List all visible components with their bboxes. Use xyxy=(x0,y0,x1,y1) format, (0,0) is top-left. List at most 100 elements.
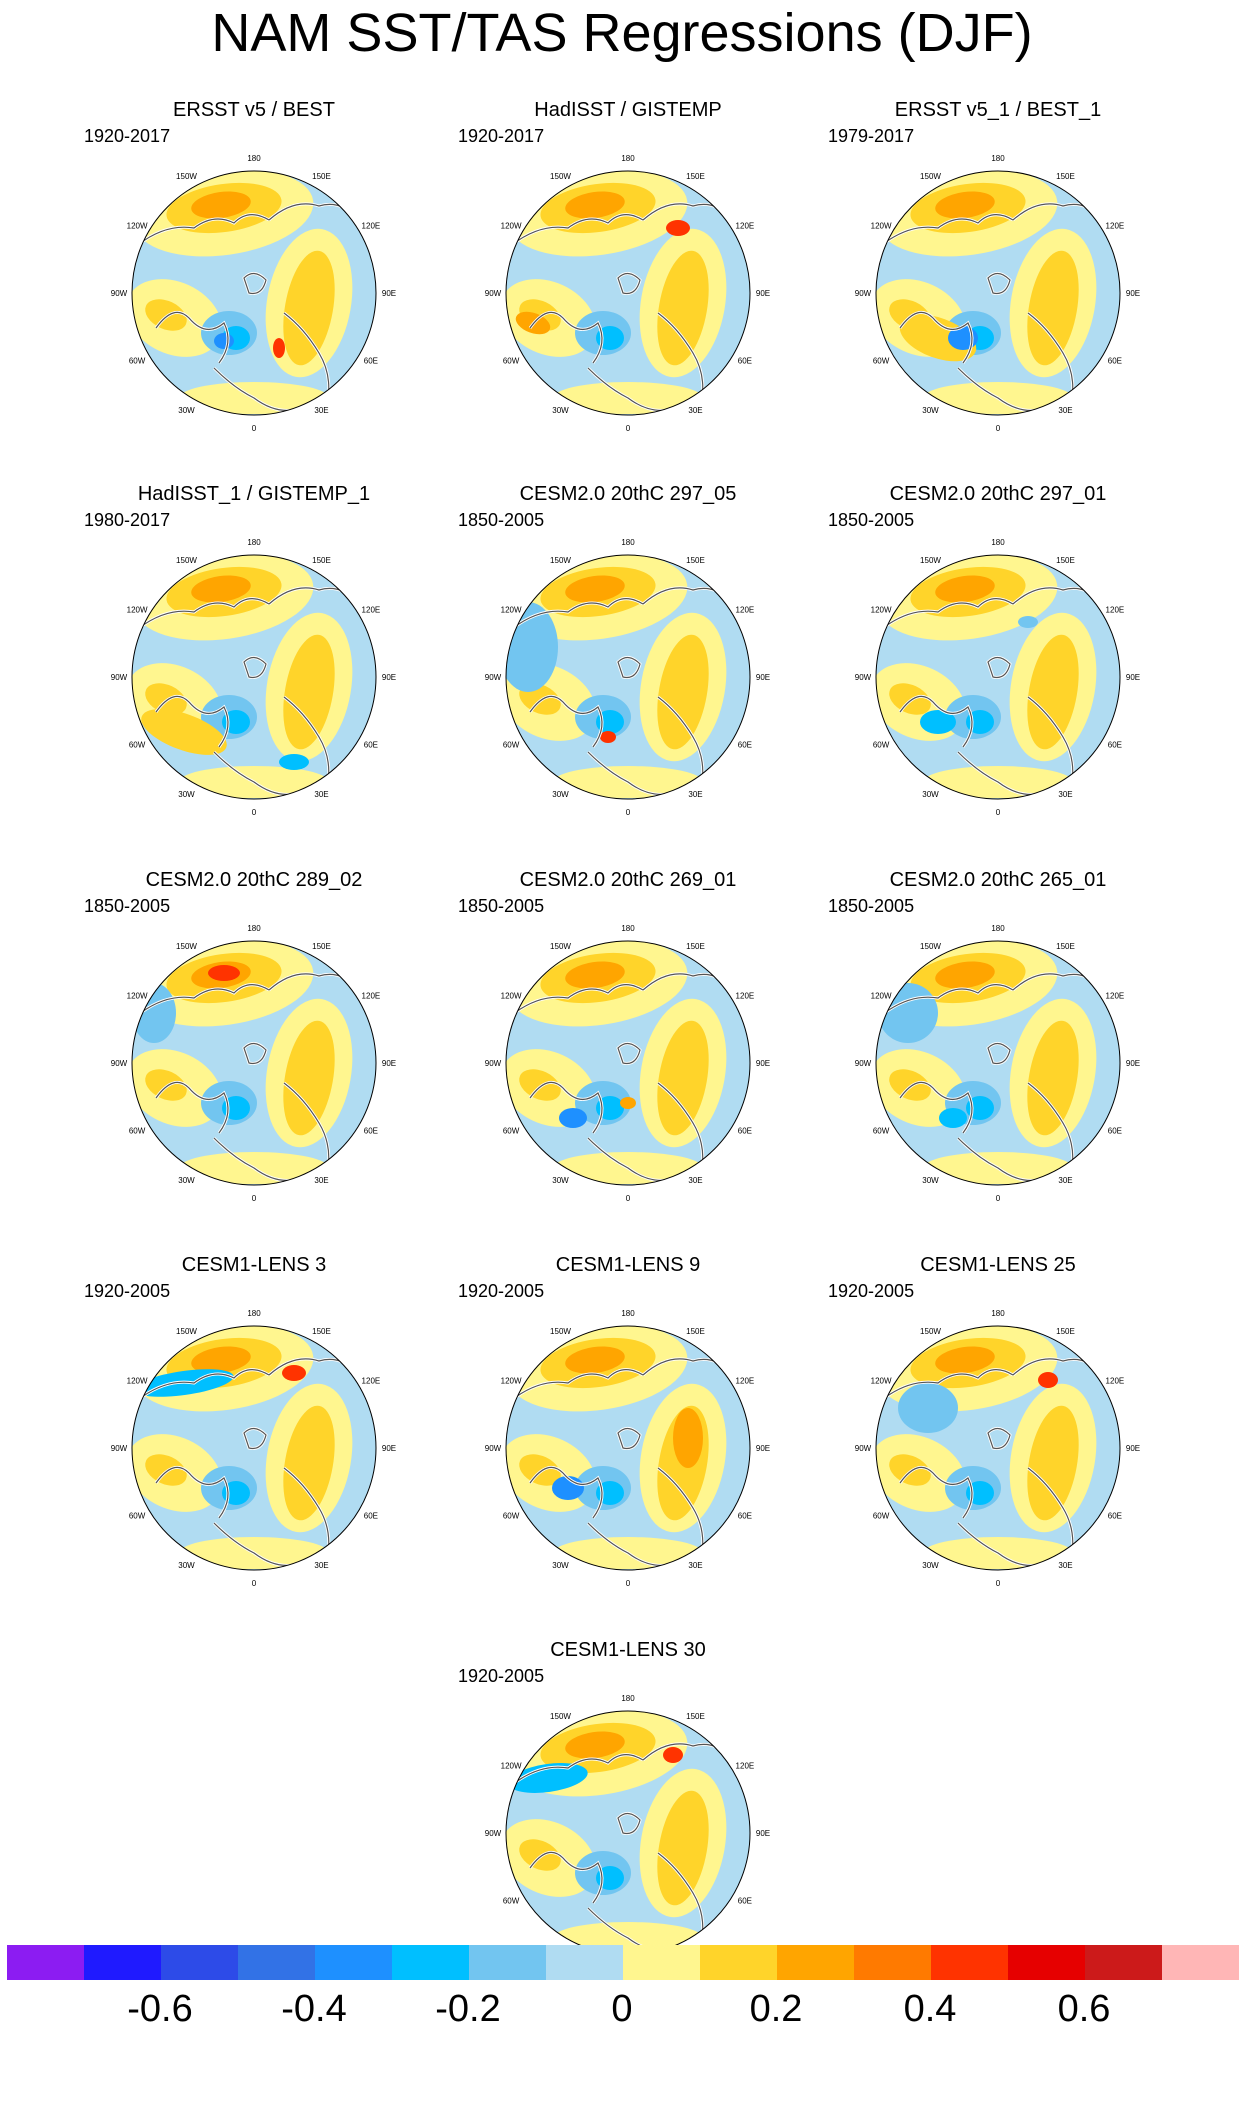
map-panel: ERSST v5_1 / BEST_1 1979-2017 180 150E 120… xyxy=(828,98,1168,458)
panel-title: CESM1-LENS 9 xyxy=(555,1254,701,1276)
longitude-label: 150W xyxy=(920,172,941,181)
anomaly-contour xyxy=(191,575,251,603)
anomaly-contour xyxy=(145,1454,187,1486)
longitude-label: 150W xyxy=(176,172,197,181)
longitude-label: 150E xyxy=(686,556,705,565)
coastline xyxy=(133,984,270,1019)
longitude-label: 60W xyxy=(129,741,146,750)
longitude-label: 120W xyxy=(127,222,148,231)
colorbar xyxy=(7,1945,1240,1981)
anomaly-contour xyxy=(1027,634,1079,750)
map-boundary xyxy=(505,554,751,800)
longitude-label: 150E xyxy=(312,1327,331,1336)
longitude-label: 150W xyxy=(550,556,571,565)
colorbar-swatch xyxy=(84,1945,162,1980)
anomaly-contour xyxy=(273,338,285,358)
coastline xyxy=(529,1851,603,1904)
colorbar-swatch xyxy=(854,1945,932,1980)
map-panel: CESM2.0 20thC 297_05 1850-2005 180 150E 12… xyxy=(458,482,798,842)
coastline xyxy=(987,1427,1011,1450)
anomaly-contour xyxy=(565,575,625,603)
longitude-label: 60W xyxy=(873,357,890,366)
longitude-label: 150W xyxy=(550,1712,571,1721)
figure-title: NAM SST/TAS Regressions (DJF) xyxy=(211,3,1033,63)
map-boundary xyxy=(875,170,1121,416)
longitude-label: 120E xyxy=(736,606,755,615)
coastline xyxy=(507,1369,644,1404)
longitude-label: 60W xyxy=(873,1512,890,1521)
longitude-label: 60E xyxy=(364,1512,378,1521)
colorbar-swatch xyxy=(1085,1945,1163,1980)
polar-map: 180 150E 120E 90E 60E 30E 0 30W 60W 90W 120W 150W xyxy=(855,538,1140,817)
anomaly-contour xyxy=(141,709,227,755)
anomaly-contour xyxy=(191,1346,251,1374)
coastline xyxy=(213,1137,295,1182)
longitude-label: 180 xyxy=(247,924,261,933)
anomaly-contour xyxy=(935,961,995,989)
coastline xyxy=(243,1042,267,1065)
longitude-label: 30W xyxy=(178,406,195,415)
map-boundary xyxy=(131,170,377,416)
anomaly-contour xyxy=(565,1346,625,1374)
colorbar-tick-label: 0.2 xyxy=(749,1988,803,2030)
polar-map: 180 150E 120E 90E 60E 30E 0 30W 60W 90W 120W 150W xyxy=(855,924,1140,1203)
longitude-label: 60W xyxy=(129,1127,146,1136)
panel-period: 1850-2005 xyxy=(84,896,171,916)
colorbar-swatch xyxy=(546,1945,624,1980)
colorbar-swatch xyxy=(161,1945,239,1980)
panel-period: 1850-2005 xyxy=(828,896,915,916)
longitude-label: 0 xyxy=(996,424,1001,433)
anomaly-contour xyxy=(283,634,335,750)
anomaly-contour xyxy=(889,683,931,715)
longitude-label: 30W xyxy=(922,1561,939,1570)
longitude-label: 60E xyxy=(1108,357,1122,366)
coastline xyxy=(877,1369,1014,1404)
colorbar-tick-label: -0.2 xyxy=(435,1988,501,2030)
longitude-label: 90W xyxy=(111,1444,128,1453)
longitude-label: 150W xyxy=(550,172,571,181)
panel-period: 1850-2005 xyxy=(458,896,545,916)
anomaly-field xyxy=(506,941,750,1185)
longitude-label: 120W xyxy=(501,222,522,231)
longitude-label: 150W xyxy=(920,1327,941,1336)
longitude-label: 30W xyxy=(922,406,939,415)
panel-title: ERSST v5 / BEST xyxy=(173,99,335,121)
anomaly-contour xyxy=(920,710,956,734)
anomaly-field xyxy=(876,1326,1120,1570)
map-panel: ERSST v5 / BEST 1920-2017 180 150E 120E 90E… xyxy=(84,98,424,458)
longitude-label: 120E xyxy=(1106,992,1125,1001)
longitude-label: 150W xyxy=(920,556,941,565)
longitude-label: 30E xyxy=(1058,1176,1072,1185)
longitude-label: 150E xyxy=(686,1712,705,1721)
coastline xyxy=(617,1427,641,1450)
anomaly-field xyxy=(132,555,376,799)
longitude-label: 120W xyxy=(871,992,892,1001)
anomaly-contour xyxy=(519,1069,561,1101)
polar-map: 180 150E 120E 90E 60E 30E 0 30W 60W 90W 120W 150W xyxy=(111,924,396,1203)
map-panel: CESM2.0 20thC 269_01 1850-2005 180 150E 12… xyxy=(458,868,798,1228)
longitude-label: 0 xyxy=(626,424,631,433)
longitude-label: 90W xyxy=(485,1829,502,1838)
coastline xyxy=(507,1754,644,1789)
anomaly-contour xyxy=(1027,250,1079,366)
longitude-label: 180 xyxy=(991,924,1005,933)
longitude-label: 30E xyxy=(1058,406,1072,415)
longitude-label: 60E xyxy=(738,1897,752,1906)
longitude-label: 120E xyxy=(736,1377,755,1386)
map-panel: CESM1-LENS 25 1920-2005 180 150E 120E 90E 60… xyxy=(828,1253,1168,1613)
longitude-label: 60E xyxy=(1108,1512,1122,1521)
longitude-label: 90E xyxy=(1126,1059,1140,1068)
longitude-label: 180 xyxy=(621,538,635,547)
longitude-label: 150W xyxy=(920,942,941,951)
longitude-label: 90W xyxy=(111,289,128,298)
coastline xyxy=(617,1042,641,1065)
longitude-label: 90E xyxy=(1126,1444,1140,1453)
coastline xyxy=(587,1522,669,1567)
panel-period: 1979-2017 xyxy=(828,126,915,146)
coastline xyxy=(529,695,603,748)
map-boundary xyxy=(131,1325,377,1571)
anomaly-field xyxy=(132,941,376,1185)
coastline xyxy=(587,751,669,796)
longitude-label: 120W xyxy=(127,606,148,615)
